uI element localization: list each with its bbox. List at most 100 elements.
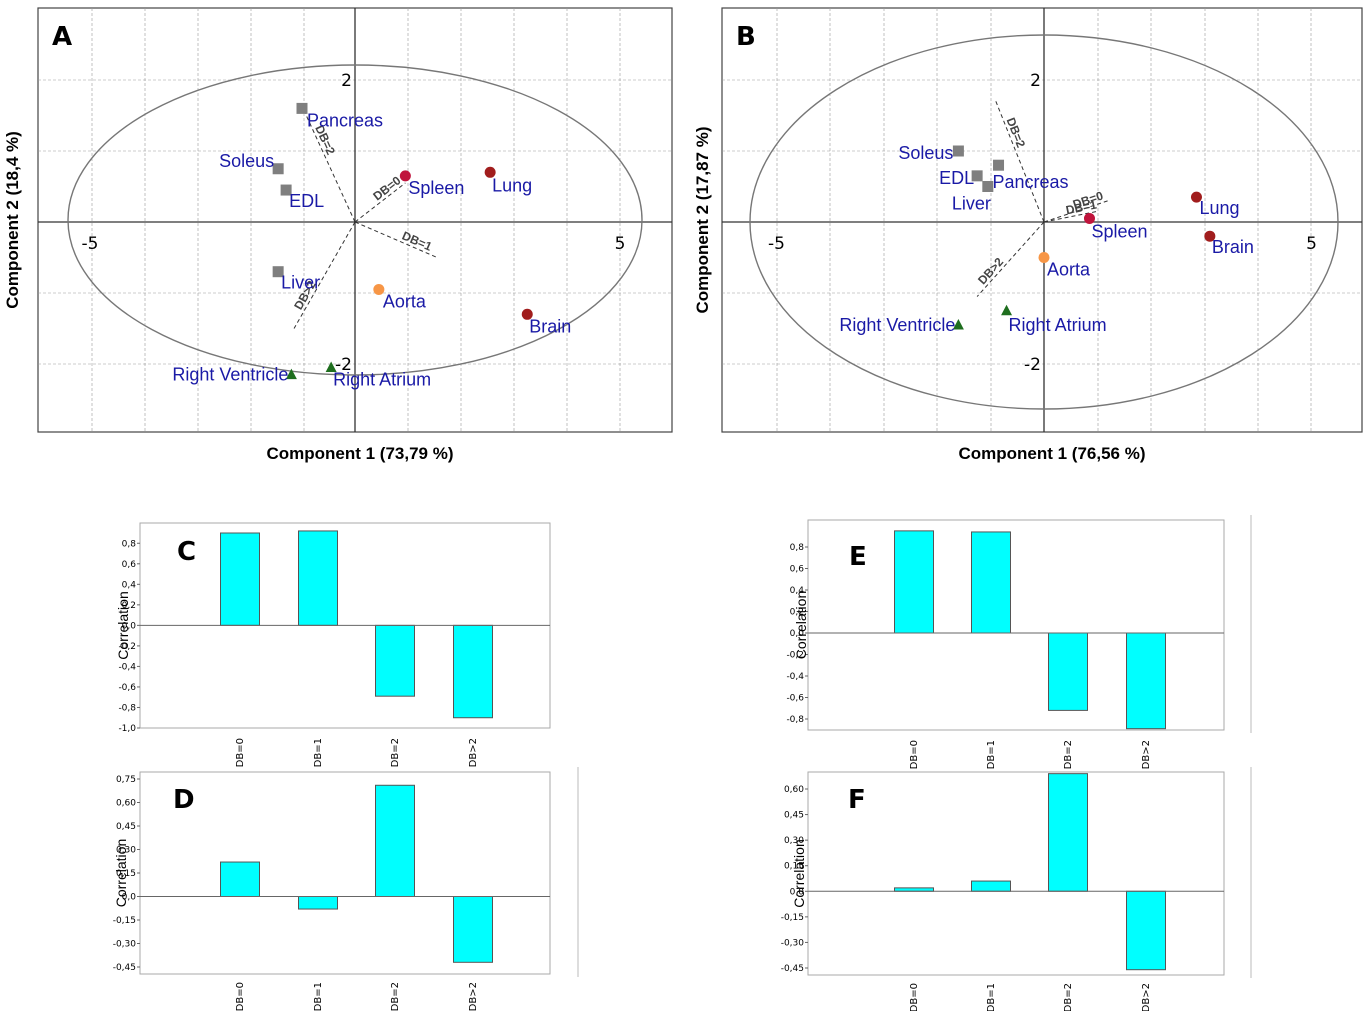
point-marker-square: [971, 170, 983, 182]
bar: [375, 624, 415, 697]
point-label: Pancreas: [993, 172, 1069, 192]
y-tick-label: 0,0: [790, 629, 805, 639]
y-tick-label: -2: [335, 355, 352, 375]
bar-plot-frame: [807, 771, 1225, 976]
bar: [971, 531, 1011, 634]
y-tick-label: 0,60: [116, 799, 136, 809]
x-tick-label: 5: [1306, 234, 1317, 254]
y-tick-label: -0,15: [113, 916, 136, 926]
panel-letter: E: [849, 542, 867, 572]
y-axis-title: Correlation: [791, 839, 807, 907]
point-marker-triangle: [325, 361, 337, 373]
bar: [298, 896, 338, 910]
point-label: Right Ventricle: [172, 365, 288, 385]
y-tick-label: 0,2: [790, 608, 804, 618]
y-tick-label: -0,4: [118, 662, 136, 672]
category-label: DB>2: [468, 738, 479, 767]
x-axis-title: Component 1 (76,56 %): [958, 444, 1145, 463]
point-label: Spleen: [408, 178, 464, 198]
panel-letter: F: [848, 785, 866, 815]
y-axis-title: Component 2 (18,4 %): [3, 131, 22, 309]
bar-panel-c: 0,8 0,6 0,4 0,2 0,0 -0,2 -0,4 -0,6 -0,8 -1,0 DB=0 D…: [115, 522, 551, 767]
y-tick-label: 0,0: [122, 621, 137, 631]
point-marker-square: [272, 163, 284, 175]
y-tick-label: -2: [1024, 355, 1041, 375]
y-axis-title: Correlation: [113, 839, 129, 907]
point-label: Right Atrium: [333, 370, 431, 390]
point-marker-circle: [521, 308, 533, 320]
point-marker-square: [952, 145, 964, 157]
loading-vector-label: DB=1: [1065, 197, 1098, 217]
x-tick-label: -5: [82, 234, 99, 254]
correlation-ellipse: [749, 34, 1339, 410]
bar: [298, 530, 338, 626]
point-marker-circle: [1190, 191, 1202, 203]
point-marker-square: [982, 181, 994, 192]
point-label: EDL: [939, 168, 974, 188]
category-label: DB=0: [909, 740, 920, 769]
y-axis-title: Component 2 (17,87 %): [693, 126, 712, 313]
y-tick-label: 0,4: [122, 580, 137, 590]
point-marker-triangle: [1001, 304, 1013, 316]
bar: [894, 530, 934, 634]
category-label: DB=1: [313, 738, 324, 767]
pca-panel-a: -5 52-2DB=0DB=1DB=2DB>2PancreasSoleusEDLL…: [3, 7, 673, 463]
y-tick-label: 0,6: [122, 560, 137, 570]
point-label: Aorta: [383, 291, 427, 311]
bar: [971, 880, 1011, 892]
y-tick-label: -0,8: [786, 715, 804, 725]
y-tick-label: -0,8: [118, 703, 136, 713]
y-tick-label: -0,45: [781, 964, 804, 974]
point-label: Brain: [529, 316, 571, 336]
y-tick-label: -0,6: [118, 683, 136, 693]
point-marker-circle: [1204, 230, 1216, 242]
y-tick-label: -0,2: [786, 651, 804, 661]
point-label: Aorta: [1047, 260, 1091, 280]
y-tick-label: 2: [341, 71, 352, 91]
loading-vector: [354, 182, 406, 223]
loading-vector: [304, 111, 356, 223]
y-tick-label: -0,4: [786, 672, 804, 682]
y-tick-label: 0,30: [116, 846, 136, 856]
point-marker-square: [280, 184, 292, 196]
y-tick-label: -0,30: [781, 938, 805, 948]
x-tick-label: 5: [615, 234, 626, 254]
point-label: Right Ventricle: [839, 315, 955, 335]
point-label: Liver: [281, 273, 320, 293]
bar: [1048, 632, 1088, 711]
panel-letter: C: [177, 537, 196, 567]
point-label: Soleus: [219, 151, 274, 171]
bar: [220, 861, 260, 897]
y-tick-label: -1,0: [118, 724, 136, 734]
x-tick-label: -5: [768, 234, 785, 254]
point-label: Lung: [492, 175, 532, 195]
point-marker-square: [993, 159, 1005, 171]
y-axis-title: Correlation: [793, 591, 809, 659]
category-label: DB=2: [1063, 740, 1074, 769]
bar-panel-f: 0,60 0,45 0,30 0,15 0,0 -0,15 -0,30 -0,45 DB=0 DB…: [781, 767, 1252, 1011]
point-marker-circle: [1038, 252, 1050, 263]
point-label: Lung: [1199, 198, 1239, 218]
point-label: Pancreas: [307, 110, 383, 130]
bar: [894, 887, 934, 892]
point-marker-circle: [484, 166, 496, 178]
category-label: DB=0: [235, 982, 246, 1011]
y-tick-label: 0,8: [790, 543, 805, 553]
y-tick-label: 0,30: [784, 836, 804, 846]
category-label: DB=0: [235, 738, 246, 767]
point-marker-triangle: [952, 318, 964, 330]
point-marker-square: [272, 266, 284, 278]
bar: [1048, 773, 1088, 892]
y-tick-label: -0,6: [786, 694, 804, 704]
category-label: DB=2: [1063, 983, 1074, 1011]
y-tick-label: 0,75: [116, 775, 136, 785]
point-marker-circle: [373, 283, 385, 295]
y-tick-label: -0,45: [113, 963, 136, 973]
category-label: DB>2: [1141, 740, 1152, 769]
correlation-ellipse: [67, 64, 643, 376]
point-label: Liver: [952, 194, 991, 214]
plot-frame: [721, 7, 1363, 433]
y-tick-label: -0,15: [781, 913, 804, 923]
y-tick-label: 0,45: [784, 811, 804, 821]
